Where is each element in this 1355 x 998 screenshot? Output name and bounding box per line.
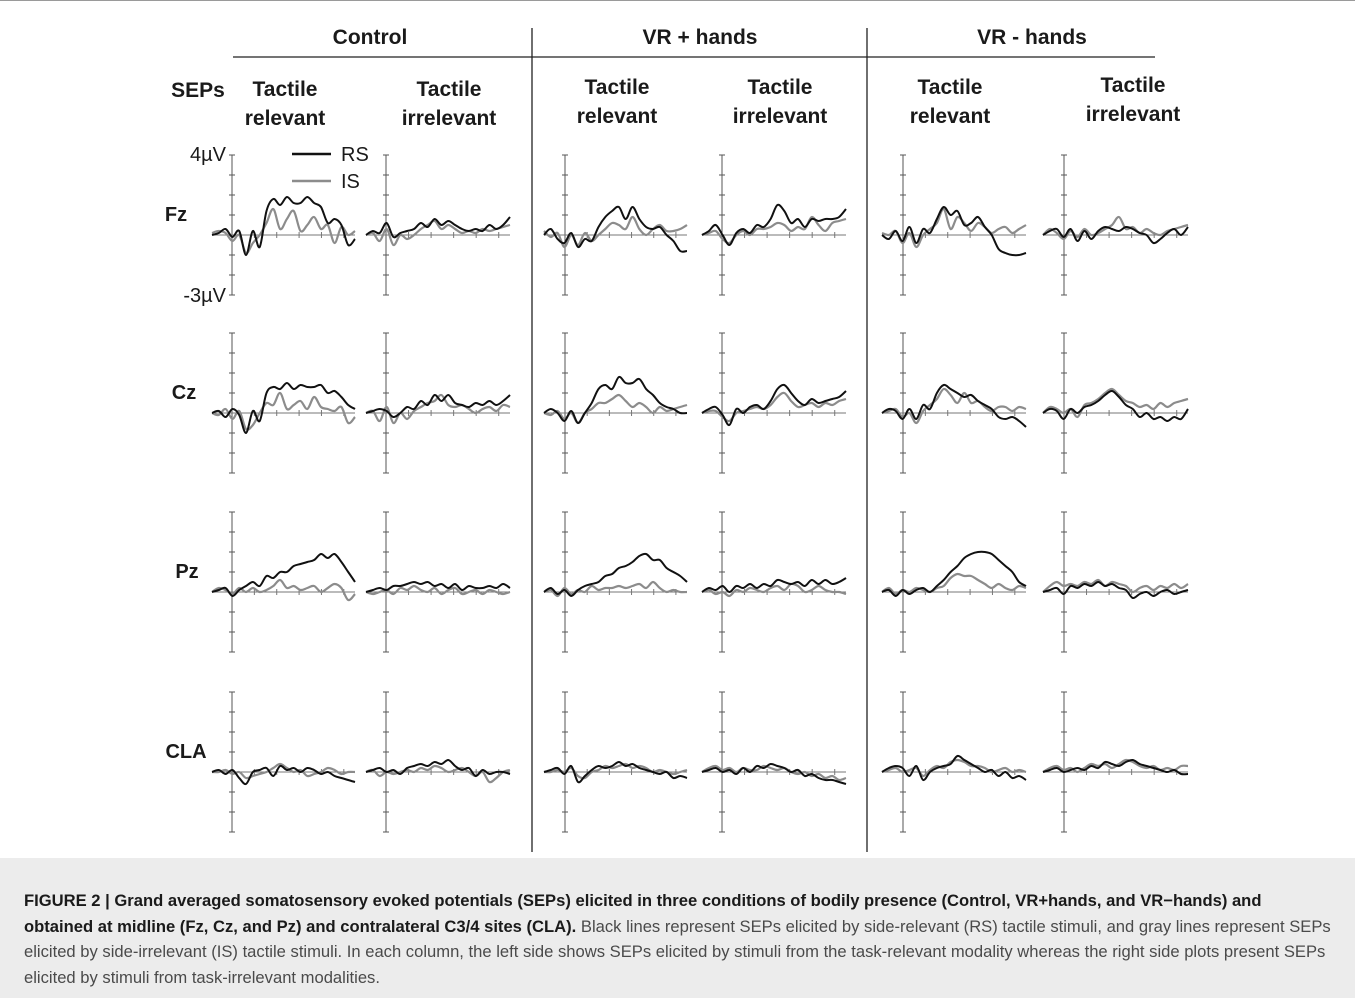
trace-rs-fz-col4 [881,206,1027,257]
trace-is-fz-col0 [211,207,356,255]
column-label-line2: relevant [910,105,991,128]
trace-rs-fz-col2 [543,205,688,253]
trace-rs-pz-col4 [881,550,1027,597]
column-label-line1: Tactile [918,76,983,99]
trace-is-fz-col3 [701,215,847,245]
panel-dividers [233,28,1155,852]
column-label-line1: Tactile [417,78,482,101]
trace-is-fz-col5 [1042,215,1189,241]
legend: RS IS [292,144,369,193]
electrode-label: Cz [172,382,196,404]
trace-rs-cz-col5 [1042,389,1189,422]
trace-is-fz-col4 [881,207,1027,249]
column-label-line1: Tactile [1101,74,1166,97]
column-label-line1: Tactile [253,78,318,101]
scale-bottom-label: -3µV [183,285,226,307]
trace-rs-cla-col3 [701,762,847,785]
scale-top-label: 4µV [190,144,227,166]
legend-label-is: IS [341,171,360,193]
trace-rs-pz-col5 [1042,581,1189,600]
condition-title: Control [333,26,408,49]
trace-rs-cz-col1 [365,394,511,419]
trace-rs-fz-col1 [365,216,511,239]
trace-is-cla-col5 [1042,758,1189,774]
trace-rs-cz-col4 [881,383,1027,428]
trace-rs-cla-col2 [543,761,688,784]
trace-rs-fz-col3 [701,203,847,246]
trace-is-fz-col2 [543,215,688,249]
figure-caption: FIGURE 2 | Grand averaged somatosensory … [24,888,1334,990]
trace-is-pz-col2 [543,580,688,598]
caption-background [0,858,1355,998]
trace-is-pz-col1 [365,584,511,596]
trace-is-pz-col5 [1042,578,1189,594]
column-label-line1: Tactile [748,76,813,99]
electrode-label: Fz [165,204,187,226]
traces [211,196,1189,786]
trace-is-cla-col3 [701,764,847,782]
axes [212,154,1188,833]
caption-text: Black lines represent SEPs elicited by s… [24,916,1331,987]
trace-rs-cla-col4 [881,754,1027,782]
trace-is-cz-col5 [1042,387,1189,419]
seps-label: SEPs [171,79,225,102]
electrode-label: CLA [165,741,206,763]
column-label-line1: Tactile [585,76,650,99]
trace-is-cla-col1 [365,764,511,784]
trace-is-pz-col3 [701,582,847,598]
column-labels: SEPs Tactile relevant Tactile irrelevant Tact… [171,74,1180,130]
trace-rs-cla-col1 [365,759,511,777]
trace-rs-fz-col0 [211,196,356,256]
column-label-line2: relevant [245,107,326,130]
column-label-line2: irrelevant [1086,103,1181,126]
row-labels: Fz Cz Pz CLA [165,204,207,763]
caption-label: FIGURE 2 | Grand averaged somatosensory … [24,891,1262,936]
electrode-label: Pz [175,561,198,583]
trace-rs-pz-col3 [701,577,847,593]
column-label-line2: relevant [577,105,658,128]
trace-rs-pz-col0 [211,552,356,597]
trace-rs-cz-col3 [701,383,847,427]
trace-rs-cz-col0 [211,382,356,435]
trace-rs-cla-col0 [211,764,356,786]
trace-rs-pz-col2 [543,552,688,597]
trace-is-cz-col0 [211,391,356,431]
trace-is-pz-col0 [211,578,356,602]
trace-rs-cz-col2 [543,375,688,424]
trace-rs-pz-col1 [365,580,511,593]
column-label-line2: irrelevant [402,107,497,130]
column-label-line2: irrelevant [733,105,828,128]
sep-figure: Control VR + hands VR - hands SEPs Tactile r… [165,26,1189,852]
trace-is-fz-col1 [365,219,511,247]
legend-label-rs: RS [341,144,369,166]
condition-headers: Control VR + hands VR - hands [333,26,1087,49]
scale-labels: 4µV -3µV [183,144,226,307]
trace-rs-cla-col5 [1042,758,1189,776]
trace-rs-fz-col5 [1042,225,1189,245]
condition-title: VR - hands [977,26,1087,49]
condition-title: VR + hands [643,26,758,49]
